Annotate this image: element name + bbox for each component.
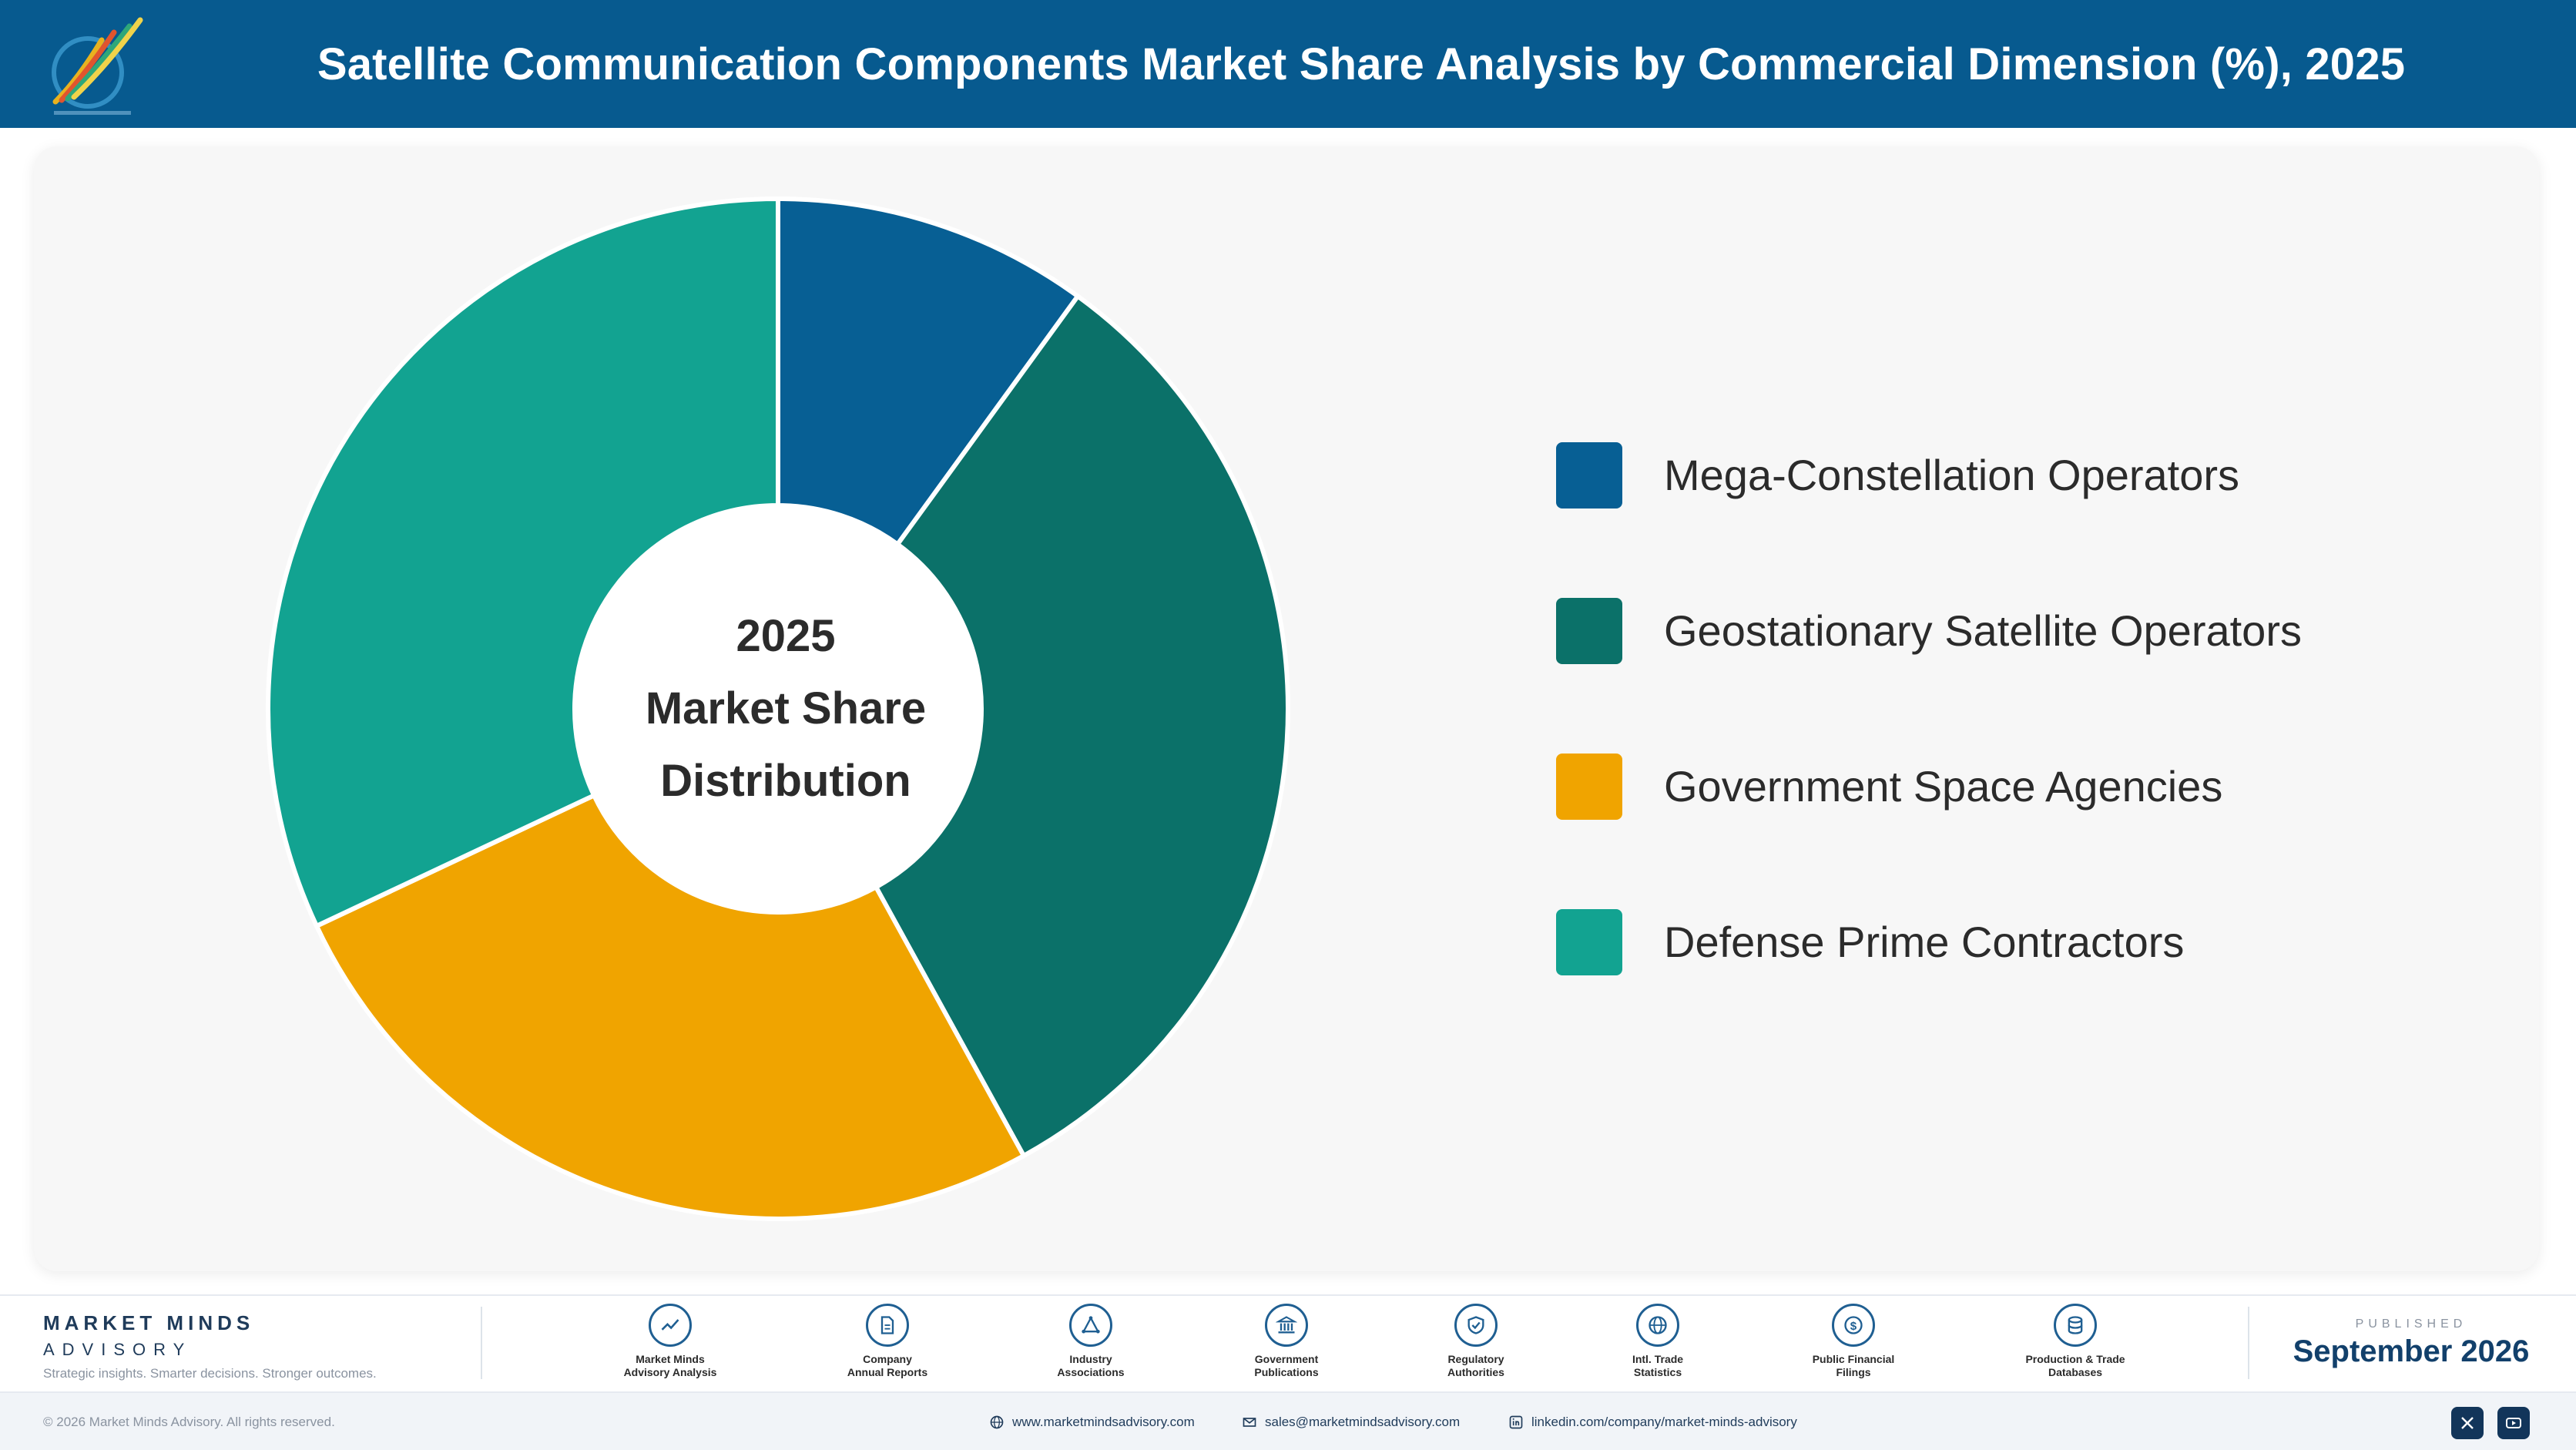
- source-label-line-1: Government: [1254, 1353, 1319, 1365]
- donut-hole: [575, 505, 981, 912]
- source-label-line-2: Advisory Analysis: [623, 1366, 717, 1378]
- published-block: PUBLISHED September 2026: [2280, 1317, 2542, 1369]
- source-label-line-2: Statistics: [1633, 1366, 1682, 1378]
- source-label-line-1: Company: [863, 1353, 912, 1365]
- source-label-line-1: Intl. Trade: [1632, 1353, 1684, 1365]
- header-bar: Satellite Communication Components Marke…: [0, 0, 2576, 128]
- source-label-line-2: Databases: [2048, 1366, 2103, 1378]
- legend-label: Geostationary Satellite Operators: [1664, 606, 2302, 655]
- source-market-minds-analysis[interactable]: Market Minds Advisory Analysis: [585, 1304, 755, 1379]
- brand-tagline: Strategic insights. Smarter decisions. S…: [43, 1366, 377, 1381]
- source-label-line-1: Production & Trade: [2025, 1353, 2125, 1365]
- database-icon: [2054, 1304, 2097, 1347]
- network-icon: [1069, 1304, 1112, 1347]
- footer-brand: MARKET MINDS ADVISORY Strategic insights…: [43, 1311, 377, 1381]
- source-label-line-1: Market Minds: [636, 1353, 705, 1365]
- legend-label: Mega-Constellation Operators: [1664, 451, 2240, 499]
- legend-swatch: [1556, 598, 1622, 664]
- source-label-line-1: Regulatory: [1447, 1353, 1504, 1365]
- page-title: Satellite Communication Components Marke…: [317, 39, 2406, 89]
- center-label-line-3: Distribution: [660, 756, 911, 806]
- footer-divider: [2248, 1307, 2249, 1379]
- source-government-publications[interactable]: Government Publications: [1202, 1304, 1371, 1379]
- footer-divider: [481, 1307, 482, 1379]
- email-text: sales@marketmindsadvisory.com: [1265, 1415, 1461, 1429]
- website-link[interactable]: www.marketmindsadvisory.com: [989, 1393, 1195, 1450]
- source-production-trade-databases[interactable]: Production & Trade Databases: [1991, 1304, 2160, 1379]
- linkedin-icon: [1509, 1415, 1523, 1429]
- svg-text:$: $: [1850, 1320, 1857, 1333]
- x-icon[interactable]: [2451, 1407, 2484, 1439]
- linkedin-text: linkedin.com/company/market-minds-adviso…: [1531, 1415, 1797, 1429]
- source-label-line-2: Annual Reports: [847, 1366, 928, 1378]
- published-label: PUBLISHED: [2355, 1317, 2467, 1331]
- source-label-line-1: Industry: [1069, 1353, 1112, 1365]
- source-public-financial-filings[interactable]: $ Public Financial Filings: [1769, 1304, 1938, 1379]
- bottom-bar: © 2026 Market Minds Advisory. All rights…: [0, 1391, 2576, 1450]
- source-regulatory-authorities[interactable]: Regulatory Authorities: [1391, 1304, 1561, 1379]
- source-label-line-2: Associations: [1057, 1366, 1125, 1378]
- website-text: www.marketmindsadvisory.com: [1012, 1415, 1195, 1429]
- email-link[interactable]: sales@marketmindsadvisory.com: [1242, 1393, 1460, 1450]
- legend-label: Government Space Agencies: [1664, 762, 2223, 811]
- legend-swatch: [1556, 909, 1622, 975]
- center-label-year: 2025: [736, 611, 836, 661]
- mail-icon: [1243, 1418, 1256, 1427]
- published-date: September 2026: [2293, 1334, 2530, 1368]
- source-label-line-1: Public Financial: [1812, 1353, 1895, 1365]
- globe-icon: [990, 1415, 1004, 1429]
- source-label-line-2: Publications: [1254, 1366, 1319, 1378]
- center-label-line-2: Market Share: [645, 683, 927, 733]
- youtube-icon[interactable]: [2497, 1407, 2530, 1439]
- legend-swatch: [1556, 754, 1622, 820]
- legend-label: Defense Prime Contractors: [1664, 918, 2185, 966]
- dollar-coin-icon: $: [1832, 1304, 1875, 1347]
- trend-chart-icon: [649, 1304, 692, 1347]
- brand-sub: ADVISORY: [43, 1340, 193, 1359]
- globe-icon: [1636, 1304, 1679, 1347]
- source-label-line-2: Authorities: [1447, 1366, 1504, 1378]
- market-minds-logo-icon[interactable]: [40, 9, 148, 121]
- source-label-line-2: Filings: [1836, 1366, 1871, 1378]
- source-trade-statistics[interactable]: Intl. Trade Statistics: [1573, 1304, 1742, 1379]
- copyright-text: © 2026 Market Minds Advisory. All rights…: [43, 1415, 335, 1429]
- legend-swatch: [1556, 442, 1622, 509]
- shield-check-icon: [1454, 1304, 1498, 1347]
- source-company-reports[interactable]: Company Annual Reports: [803, 1304, 972, 1379]
- document-icon: [866, 1304, 909, 1347]
- linkedin-link[interactable]: linkedin.com/company/market-minds-adviso…: [1508, 1393, 1797, 1450]
- source-industry-associations[interactable]: Industry Associations: [1006, 1304, 1176, 1379]
- donut-chart: [266, 196, 1290, 1221]
- donut-center-label: 2025 Market Share Distribution: [585, 509, 986, 909]
- brand-name: MARKET MINDS: [43, 1311, 255, 1334]
- government-building-icon: [1265, 1304, 1308, 1347]
